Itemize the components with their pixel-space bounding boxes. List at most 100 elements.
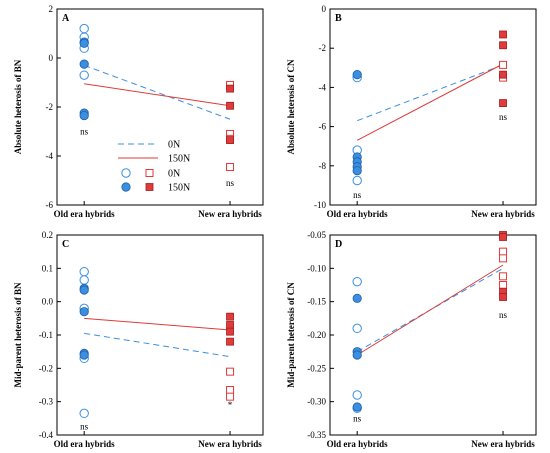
point-new-150n <box>499 41 507 50</box>
point-old-150n <box>79 285 89 295</box>
x-category-label: New era hybrids <box>471 439 535 449</box>
x-category-label: Old era hybrids <box>54 439 116 449</box>
y-tick-label: 0.2 <box>42 230 53 240</box>
panel-letter: A <box>62 13 70 24</box>
significance-note: ns <box>80 127 89 137</box>
point-new-0n <box>499 272 508 281</box>
significance-note: * <box>228 400 233 410</box>
point-new-0n <box>226 367 235 376</box>
y-tick-label: -0.15 <box>307 297 326 307</box>
panel-letter: D <box>335 239 342 250</box>
y-tick-label: -2 <box>319 43 327 53</box>
point-new-0n <box>499 60 508 69</box>
trend-line-150n <box>84 317 231 331</box>
panel-a: -6 -4 -2 0 2 Old era hybrids New era hybrids Ab… <box>13 4 264 219</box>
point-new-0n <box>499 247 508 256</box>
legend-marker-square-open <box>145 169 154 177</box>
point-old-0n <box>79 266 89 277</box>
point-old-0n <box>352 276 362 287</box>
x-category-label: New era hybrids <box>198 209 262 219</box>
significance-note: ns <box>353 190 362 200</box>
y-tick-label: -8 <box>319 161 327 171</box>
y-tick-label: -0.25 <box>307 363 326 373</box>
significance-note: ns <box>80 422 89 432</box>
point-old-150n <box>352 166 362 176</box>
panel-d: -0.35 -0.30 -0.25 -0.20 -0.15 -0.10 -0.05 Old e… <box>286 230 537 449</box>
y-tick-label: 2 <box>49 4 54 14</box>
point-new-150n <box>499 30 507 39</box>
point-old-150n <box>79 307 89 317</box>
point-old-0n <box>79 408 89 419</box>
significance-note: ns <box>499 310 508 320</box>
panel-c: -0.4 -0.3 -0.2 -0.1 0.0 0.1 0.2 Old era hybrids… <box>13 230 264 449</box>
point-old-0n <box>79 70 89 80</box>
panel-letter: B <box>335 13 342 24</box>
legend: 0N 150N 0N 150N <box>118 140 190 194</box>
y-tick-label: 0 <box>49 53 54 63</box>
point-old-0n <box>352 323 362 334</box>
legend-marker-square-filled <box>145 183 154 191</box>
y-tick-label: -0.4 <box>39 430 54 440</box>
y-tick-label: 0 <box>322 4 327 14</box>
x-category-label: New era hybrids <box>471 209 535 219</box>
y-tick-label: -0.30 <box>307 397 326 407</box>
y-tick-label: -0.2 <box>39 363 53 373</box>
legend-marker-circle-open <box>121 168 131 178</box>
point-old-0n <box>79 275 89 285</box>
significance-note: ns <box>353 413 362 423</box>
point-old-150n <box>352 402 362 412</box>
y-tick-label: -4 <box>46 151 54 161</box>
point-old-0n <box>352 175 362 186</box>
y-tick-label: -0.05 <box>307 230 326 240</box>
point-new-0n <box>226 392 235 401</box>
trend-line-150n <box>356 264 504 356</box>
trend-line-0n <box>357 64 504 122</box>
y-axis-label: Absolute heterosis of CN <box>286 59 296 155</box>
point-new-0n <box>226 386 235 394</box>
significance-note: ns <box>499 112 508 122</box>
point-new-150n <box>226 101 234 110</box>
point-old-150n <box>352 293 362 303</box>
legend-label: 150N <box>168 154 190 165</box>
y-axis-label: Mid-parent heterosis of CN <box>286 282 296 388</box>
plot-frame <box>329 8 537 206</box>
point-new-0n <box>226 163 235 172</box>
trend-line-0n <box>84 64 231 120</box>
legend-marker-circle-filled <box>121 182 131 192</box>
trend-line-150n <box>356 63 504 141</box>
point-new-150n <box>499 99 507 107</box>
point-new-150n <box>499 233 507 241</box>
y-tick-label: 0.0 <box>42 297 54 307</box>
y-tick-label: -0.1 <box>39 330 53 340</box>
y-tick-label: -0.10 <box>307 263 326 273</box>
y-tick-label: -10 <box>314 200 326 210</box>
point-old-0n <box>352 390 362 400</box>
y-tick-label: -0.3 <box>39 397 54 407</box>
legend-label: 0N <box>168 140 180 151</box>
point-old-150n <box>79 110 89 121</box>
y-tick-label: -0.20 <box>307 330 326 340</box>
x-category-label: Old era hybrids <box>327 439 389 449</box>
point-old-150n <box>352 350 362 360</box>
panel-b: -10 -8 -6 -4 -2 0 Old era hybrids New era hybri… <box>286 4 537 219</box>
y-axis-label: Absolute heterosis of BN <box>13 59 23 154</box>
x-category-label: New era hybrids <box>198 439 262 449</box>
point-old-150n <box>79 59 89 69</box>
y-tick-label: -6 <box>319 122 327 132</box>
y-tick-label: -6 <box>46 200 54 210</box>
y-tick-label: 0.1 <box>42 263 53 273</box>
point-new-150n <box>499 70 507 79</box>
trend-line-150n <box>84 83 231 107</box>
legend-label: 150N <box>168 183 190 194</box>
x-category-label: Old era hybrids <box>327 209 389 219</box>
point-new-0n <box>499 281 508 289</box>
trend-line-0n <box>84 332 231 358</box>
point-old-0n <box>79 23 89 34</box>
legend-label: 0N <box>168 169 180 180</box>
y-tick-label: -0.35 <box>307 430 326 440</box>
point-new-150n <box>226 337 234 346</box>
y-tick-label: -2 <box>46 102 54 112</box>
x-category-label: Old era hybrids <box>54 209 116 219</box>
significance-note: ns <box>226 178 235 188</box>
point-new-150n <box>226 321 234 329</box>
